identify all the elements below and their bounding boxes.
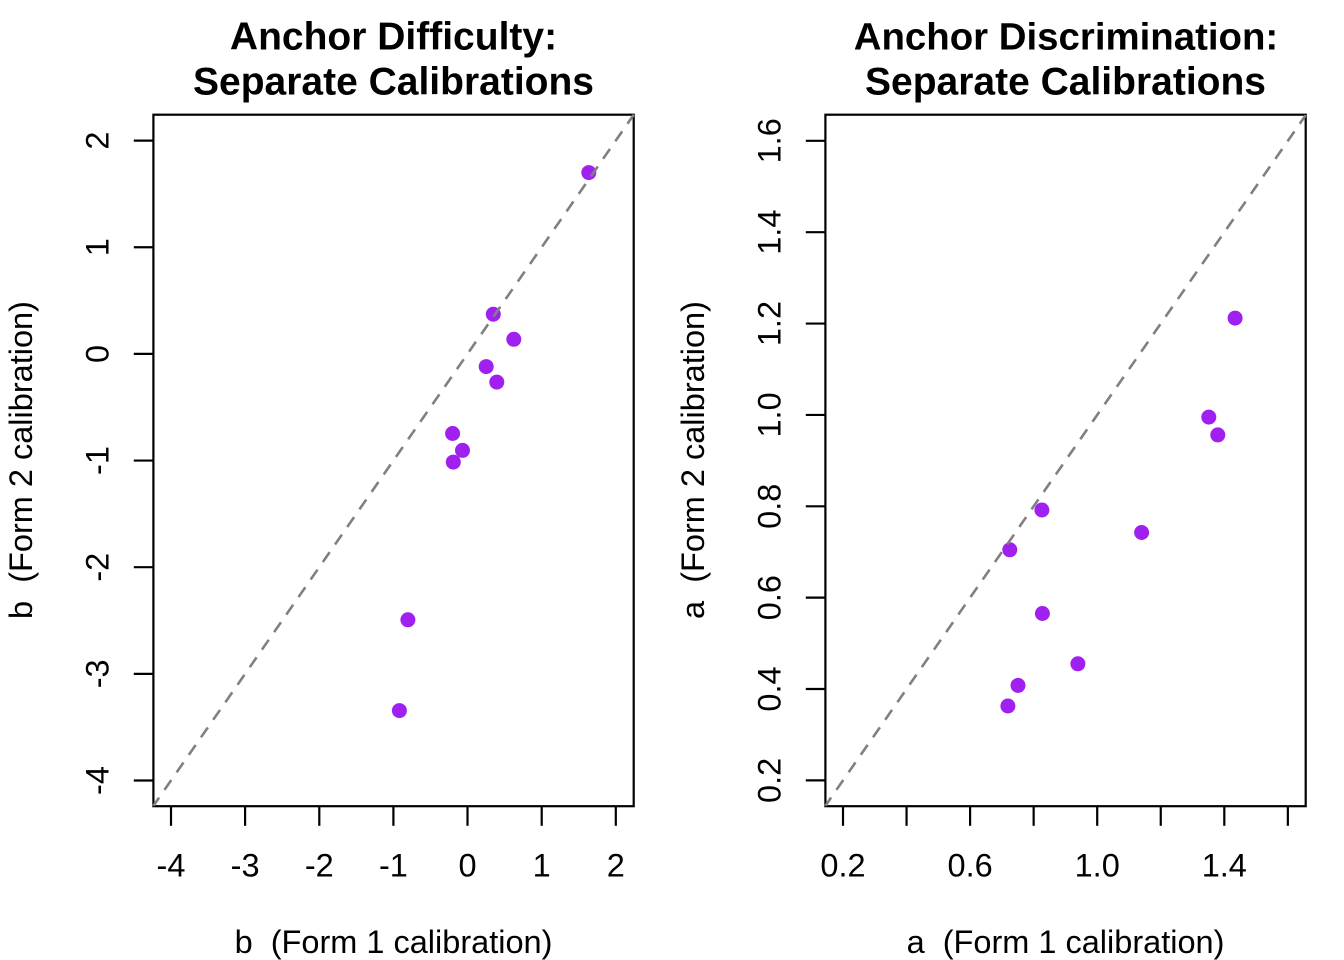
- svg-text:0: 0: [458, 847, 476, 883]
- svg-text:0: 0: [79, 345, 115, 363]
- svg-text:1.6: 1.6: [751, 118, 787, 163]
- svg-text:1.4: 1.4: [751, 210, 787, 255]
- svg-text:-1: -1: [379, 847, 408, 883]
- svg-text:1: 1: [79, 238, 115, 256]
- svg-text:2: 2: [607, 847, 625, 883]
- svg-text:1.4: 1.4: [1202, 847, 1247, 883]
- svg-text:0.4: 0.4: [751, 666, 787, 711]
- svg-text:-2: -2: [305, 847, 334, 883]
- svg-text:1: 1: [533, 847, 551, 883]
- svg-text:b (Form 2 calibration): b (Form 2 calibration): [3, 301, 39, 619]
- svg-text:a (Form 2 calibration): a (Form 2 calibration): [675, 301, 711, 619]
- svg-text:Separate Calibrations: Separate Calibrations: [865, 61, 1266, 104]
- svg-text:Separate Calibrations: Separate Calibrations: [193, 61, 594, 104]
- svg-text:0.6: 0.6: [751, 575, 787, 620]
- svg-text:0.6: 0.6: [948, 847, 993, 883]
- svg-text:-3: -3: [79, 659, 115, 688]
- svg-text:-2: -2: [79, 553, 115, 582]
- svg-text:0.2: 0.2: [751, 758, 787, 803]
- svg-text:0.8: 0.8: [751, 484, 787, 529]
- svg-text:Anchor Difficulty:: Anchor Difficulty:: [230, 15, 557, 58]
- svg-text:Anchor Discrimination:: Anchor Discrimination:: [854, 15, 1278, 58]
- svg-text:-1: -1: [79, 446, 115, 475]
- svg-text:-4: -4: [79, 766, 115, 795]
- svg-text:1.2: 1.2: [751, 301, 787, 346]
- svg-text:2: 2: [79, 132, 115, 150]
- svg-text:1.0: 1.0: [751, 392, 787, 437]
- svg-text:0.2: 0.2: [820, 847, 865, 883]
- svg-text:b (Form 1 calibration): b (Form 1 calibration): [235, 924, 553, 960]
- svg-text:a (Form 1 calibration): a (Form 1 calibration): [907, 924, 1225, 960]
- svg-text:-3: -3: [231, 847, 260, 883]
- svg-text:1.0: 1.0: [1075, 847, 1120, 883]
- svg-text:-4: -4: [157, 847, 186, 883]
